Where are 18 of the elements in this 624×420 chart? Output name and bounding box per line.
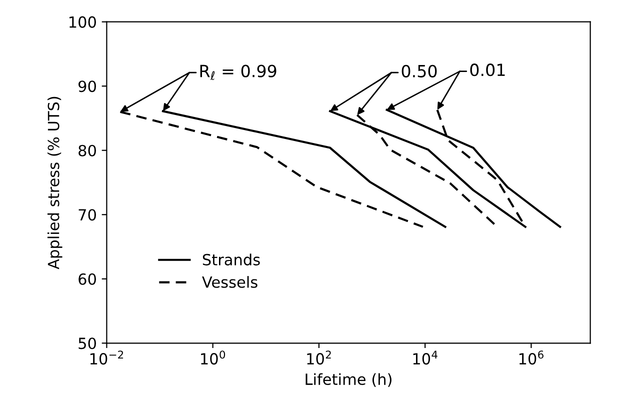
x-axis-title: Lifetime (h): [306, 373, 392, 387]
x-tick-label: 10$^{2}$: [307, 350, 331, 365]
y-tick-label: 50: [78, 338, 96, 350]
y-tick-label: 80: [78, 144, 96, 156]
legend-label: Vessels: [202, 276, 258, 288]
annotation: 0.50: [402, 64, 437, 78]
y-axis-title: Applied stress (% UTS): [47, 96, 62, 270]
y-tick-label: 100: [70, 16, 96, 28]
x-tick-label: 10$^{4}$: [413, 350, 438, 365]
y-tick-label: 70: [78, 209, 96, 221]
x-tick-label: 10$^{0}$: [201, 350, 226, 365]
x-tick-label: 10$^{−2}$: [90, 350, 124, 365]
legend-label: Strands: [202, 254, 260, 266]
x-tick-label: 10$^{6}$: [519, 350, 544, 365]
y-tick-label: 60: [78, 273, 96, 285]
annotation: 0.01: [470, 64, 505, 76]
annotation: R$_{ℓ}$ = 0.99: [200, 64, 276, 80]
y-tick-label: 90: [78, 80, 96, 92]
